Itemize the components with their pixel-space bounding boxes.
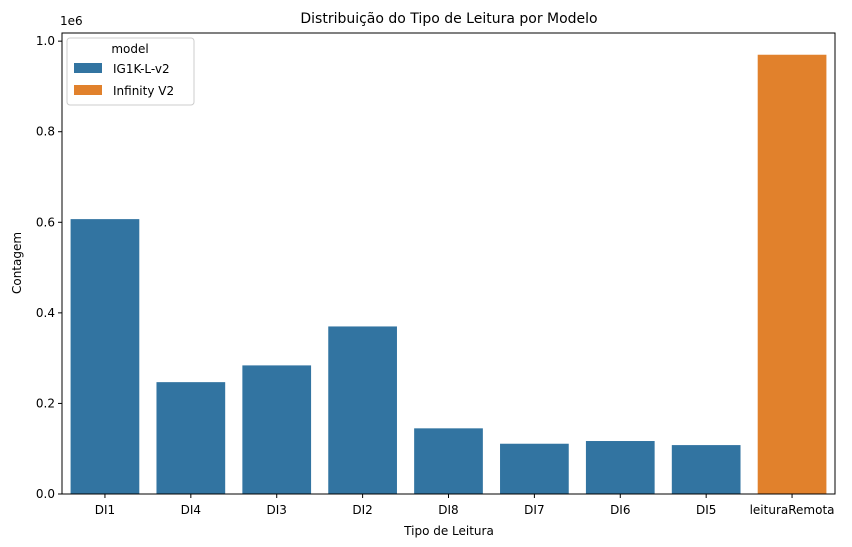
y-tick-label: 1.0 [36,34,55,48]
bar-di2 [328,326,397,494]
y-axis-label: Contagem [10,232,24,294]
bar-di8 [414,428,483,494]
x-tick-label: DI5 [696,503,716,517]
legend-swatch [74,63,102,73]
x-tick-label: DI7 [524,503,544,517]
bar-di7 [500,443,569,494]
bar-di1 [70,219,140,494]
y-tick-label: 0.6 [36,215,55,229]
chart-title: Distribuição do Tipo de Leitura por Mode… [300,11,597,27]
bar-di4 [156,382,226,494]
bar-leituraremota [757,54,827,494]
bar-di5 [671,445,741,494]
y-tick-label: 0.4 [36,306,55,320]
bar-di3 [242,365,312,494]
x-tick-label: DI2 [352,503,372,517]
x-axis-label: Tipo de Leitura [403,524,494,538]
y-tick-label: 0.2 [36,396,55,410]
bars-group [70,54,827,494]
y-tick-label: 0.8 [36,125,55,139]
x-tick-label: DI8 [438,503,458,517]
plot-frame [61,32,836,495]
y-tick-label: 0.0 [36,487,55,501]
bar-di6 [585,441,655,494]
x-tick-label: leituraRemota [750,503,835,517]
legend-label: Infinity V2 [113,84,174,98]
x-tick-label: DI3 [267,503,287,517]
x-ticks-group: DI1 DI4 DI3 DI2 DI8 DI7 DI6 DI5 leituraRemota [95,494,835,517]
legend-title: model [111,42,148,56]
x-tick-label: DI1 [95,503,115,517]
y-axis-offset-label: 1e6 [60,14,83,28]
x-tick-label: DI6 [610,503,630,517]
legend-label: IG1K-L-v2 [113,62,170,76]
y-ticks-group: 0.0 0.2 0.4 0.6 0.8 1.0 [36,34,62,501]
x-tick-label: DI4 [181,503,201,517]
legend: model IG1K-L-v2 Infinity V2 [66,37,195,106]
legend-swatch [74,85,102,95]
legend-items: IG1K-L-v2 Infinity V2 [74,62,174,98]
